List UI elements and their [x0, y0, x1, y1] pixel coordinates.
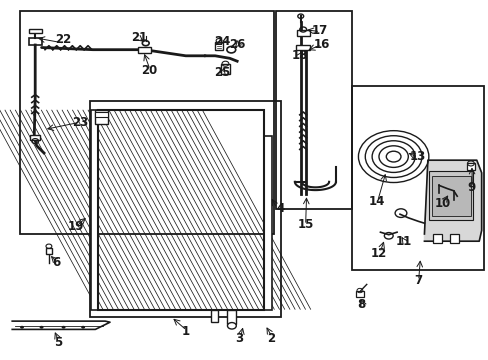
Circle shape	[61, 326, 65, 329]
Bar	[98, 110, 264, 310]
Text: 5: 5	[55, 336, 62, 348]
Bar	[215, 42, 223, 50]
Text: 1: 1	[182, 325, 189, 338]
Text: 17: 17	[311, 24, 328, 37]
Bar	[138, 47, 150, 53]
Text: 26: 26	[228, 39, 245, 51]
Bar	[210, 310, 217, 322]
Bar	[432, 234, 441, 243]
Text: 22: 22	[55, 33, 72, 46]
Text: 24: 24	[214, 35, 230, 48]
Circle shape	[81, 326, 85, 329]
Bar	[98, 110, 264, 310]
Bar	[91, 110, 98, 310]
Circle shape	[227, 323, 236, 329]
Bar	[449, 234, 458, 243]
Bar	[221, 64, 229, 74]
Bar	[295, 45, 309, 50]
Text: 2: 2	[267, 332, 275, 345]
Bar	[355, 291, 364, 297]
Text: 20: 20	[141, 64, 157, 77]
Polygon shape	[12, 321, 110, 329]
Text: 7: 7	[413, 274, 421, 287]
Text: 8: 8	[357, 298, 365, 311]
Bar	[431, 176, 470, 216]
Text: 3: 3	[235, 332, 243, 345]
Text: 14: 14	[367, 195, 384, 208]
Bar	[95, 112, 107, 117]
Bar	[466, 163, 474, 170]
Bar	[29, 29, 41, 33]
Bar	[296, 30, 309, 36]
Bar	[90, 101, 281, 317]
Bar	[264, 136, 271, 310]
Text: 9: 9	[467, 181, 475, 194]
Bar	[29, 38, 41, 45]
Text: 4: 4	[276, 202, 284, 215]
Bar	[95, 110, 107, 124]
Bar	[428, 171, 472, 220]
Bar	[20, 11, 273, 234]
Text: 13: 13	[409, 150, 426, 163]
Bar	[30, 135, 40, 140]
Polygon shape	[424, 160, 481, 241]
Circle shape	[40, 326, 43, 329]
Text: 11: 11	[394, 235, 411, 248]
Bar	[227, 310, 236, 324]
Bar	[351, 86, 483, 270]
Text: 18: 18	[291, 49, 307, 62]
Circle shape	[20, 326, 24, 329]
Bar	[46, 248, 52, 254]
Text: 19: 19	[67, 220, 84, 233]
Text: 21: 21	[131, 31, 147, 44]
Text: 6: 6	[52, 256, 60, 269]
Text: 12: 12	[370, 247, 386, 260]
Text: 23: 23	[72, 116, 89, 129]
Bar	[276, 11, 351, 209]
Text: 25: 25	[214, 66, 230, 78]
Text: 10: 10	[433, 197, 450, 210]
Text: 15: 15	[297, 219, 313, 231]
Text: 16: 16	[313, 39, 329, 51]
